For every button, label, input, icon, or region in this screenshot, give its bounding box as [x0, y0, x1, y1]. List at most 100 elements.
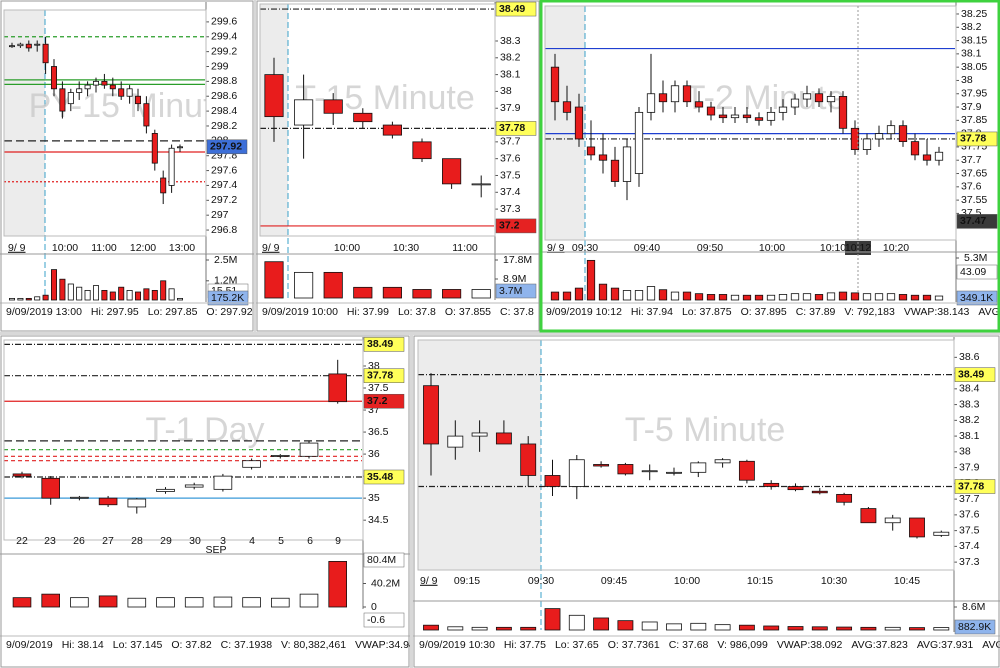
volume-tick-label: 1.2M: [214, 275, 237, 287]
price-label: 38.49: [499, 3, 525, 15]
volume-bar: [706, 294, 716, 301]
volume-bar: [442, 289, 462, 299]
volume-bar: [634, 290, 644, 301]
y-tick-label: 38.3: [500, 35, 521, 47]
info-text: 9/09/2019 10:12: [546, 306, 622, 318]
y-tick-label: 38.6: [959, 351, 980, 363]
candle-body: [42, 43, 49, 64]
volume-bar: [412, 289, 432, 299]
price-label-box: [206, 139, 248, 155]
volume-bar: [641, 621, 658, 631]
volume-bar: [25, 297, 32, 301]
volume-label-box: [956, 290, 998, 306]
panel-border: [256, 0, 540, 332]
candle-body: [544, 475, 561, 487]
volume-label: 175.2K: [211, 292, 244, 304]
volume-bar: [299, 593, 319, 608]
y-tick-label: 38: [959, 446, 971, 458]
volume-bar: [763, 625, 780, 631]
candle-body: [126, 88, 133, 97]
volume-bar: [447, 626, 464, 631]
candle-body: [666, 471, 682, 474]
candle-body: [70, 496, 89, 499]
volume-bar: [738, 624, 755, 631]
volume-tick-label: 0: [371, 601, 377, 613]
y-tick-label: 299.6: [211, 16, 237, 28]
volume-label-box: [207, 290, 249, 306]
y-tick-label: 298.6: [211, 90, 237, 102]
date-tag: 9/ 9: [420, 575, 438, 587]
volume-bar: [874, 293, 884, 301]
volume-bar: [101, 289, 108, 301]
volume-bar: [84, 289, 91, 301]
candle-body: [850, 127, 860, 150]
volume-tick-label: 5.3M: [964, 252, 987, 264]
y-tick-label: 38: [961, 74, 973, 86]
info-text: 9/09/2019 10:00: [262, 306, 338, 318]
volume-bar: [328, 561, 347, 608]
candle-body: [694, 101, 704, 108]
plot-frame: [544, 5, 957, 241]
info-text: O: 37.82: [171, 639, 211, 651]
plot-frame: [3, 339, 364, 541]
y-tick-label: 37.65: [961, 167, 987, 179]
volume-bar: [814, 294, 824, 301]
time-label: 09:45: [601, 575, 627, 587]
candle-body: [568, 459, 585, 487]
candle-body: [92, 80, 100, 86]
time-label: 10:00: [674, 575, 700, 587]
date-tag: 9/ 9: [8, 242, 26, 254]
candle-body: [836, 493, 853, 503]
y-tick-label: 296.8: [211, 224, 237, 236]
volume-bar: [118, 286, 125, 301]
time-label: 22: [16, 535, 28, 547]
info-text: Hi: 297.95: [91, 306, 139, 318]
time-label: 26: [73, 535, 85, 547]
candle-body: [562, 101, 572, 113]
volume-bar: [70, 597, 89, 608]
y-tick-label: 37.4: [500, 186, 521, 198]
candle-body: [790, 98, 800, 108]
y-tick-label: 298.4: [211, 105, 237, 117]
candle-body: [299, 442, 319, 457]
volume-bar: [694, 293, 704, 301]
volume-bar: [790, 293, 800, 301]
volume-tick-label: 2.5M: [214, 254, 237, 266]
y-tick-label: 37.5: [500, 169, 521, 181]
candle-body: [670, 85, 680, 103]
volume-bar: [495, 626, 512, 631]
candle-body: [471, 183, 491, 186]
info-text: 9/09/2019 10:30: [419, 639, 495, 651]
volume-bar: [8, 297, 16, 301]
volume-bar: [586, 259, 596, 301]
volume-bar: [382, 286, 402, 299]
candle-body: [168, 147, 175, 186]
y-tick-label: 38.25: [961, 8, 987, 20]
time-label: 10:00: [759, 242, 785, 254]
volume-bar: [67, 283, 74, 301]
candle-body: [84, 84, 91, 90]
info-text: V: 80,382,461: [281, 639, 346, 651]
candle-body: [742, 114, 752, 119]
candle-body: [67, 92, 74, 105]
volume-bar: [134, 291, 142, 301]
volume-bar: [353, 286, 373, 299]
candle-body: [156, 488, 175, 492]
candle-body: [101, 80, 108, 86]
time-label: 23: [44, 535, 56, 547]
y-tick-label: 38.3: [959, 398, 980, 410]
chart-panel: PY-15 Minute299.6299.4299.2299298.8298.6…: [0, 0, 254, 332]
volume-bar: [886, 293, 896, 301]
volume-bar: [520, 626, 537, 631]
time-label: 30: [189, 535, 201, 547]
info-text: AVG:37.911: [978, 306, 1000, 318]
volume-label-box: [363, 612, 405, 628]
candle-body: [690, 462, 707, 473]
panel-background: [0, 335, 410, 668]
volume-bar: [264, 261, 284, 299]
volume-bar: [127, 597, 147, 608]
volume-bar: [471, 626, 488, 631]
volume-bar: [934, 295, 944, 301]
y-tick-label: 35: [368, 492, 380, 504]
